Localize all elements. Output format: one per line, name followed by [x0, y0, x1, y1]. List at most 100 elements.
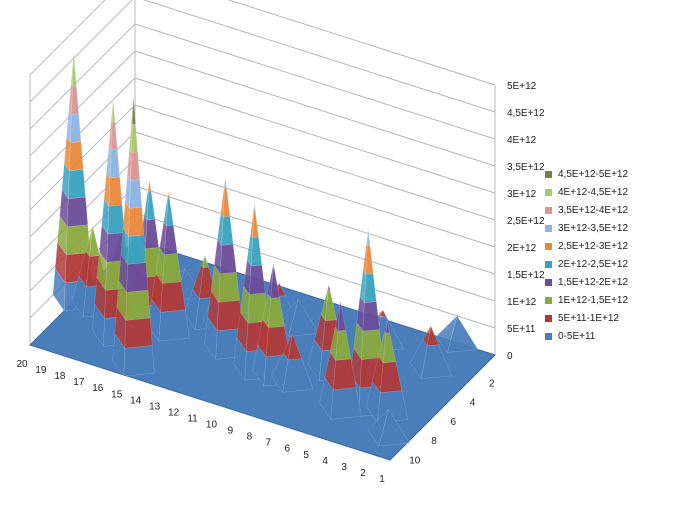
peak-band	[108, 205, 125, 234]
x-tick-label: 9	[228, 426, 234, 437]
legend-label: 4,5E+12-5E+12	[558, 169, 628, 180]
legend-label: 2,5E+12-3E+12	[558, 241, 628, 252]
legend-entry: 2E+12-2,5E+12	[545, 255, 685, 273]
peak-band	[251, 237, 262, 266]
peak-band	[273, 263, 274, 269]
legend-label: 0-5E+11	[558, 331, 595, 342]
legend-swatch	[545, 189, 552, 196]
x-tick-label: 8	[247, 432, 253, 443]
y-tick-label: 10	[409, 455, 421, 466]
peak-band	[159, 310, 189, 341]
peak-band	[132, 124, 138, 152]
z-tick-label: 5E+11	[507, 324, 536, 335]
legend-label: 2E+12-2,5E+12	[558, 259, 628, 270]
peak-band	[69, 142, 83, 171]
x-tick-label: 1	[379, 474, 385, 485]
z-axis-tick-labels: 05E+111E+121,5E+122E+122,5E+123E+123,5E+…	[507, 81, 545, 362]
x-tick-label: 3	[341, 462, 347, 473]
peak-band	[67, 197, 88, 227]
x-tick-label: 17	[73, 377, 85, 388]
legend-entry: 3,5E+12-4E+12	[545, 201, 685, 219]
peak-band	[328, 285, 330, 291]
y-tick-label: 2	[489, 378, 495, 389]
z-tick-label: 1,5E+12	[507, 270, 545, 281]
peak-band	[219, 272, 240, 302]
peak-band	[164, 225, 177, 255]
legend-label: 3,5E+12-4E+12	[558, 205, 628, 216]
peak-band	[70, 114, 81, 143]
legend-entry: 4E+12-4,5E+12	[545, 183, 685, 201]
peak-band	[74, 53, 75, 59]
y-tick-label: 6	[450, 417, 456, 428]
gridline	[30, 105, 495, 220]
x-tick-label: 14	[130, 395, 142, 406]
gridline	[30, 78, 495, 193]
z-tick-label: 2E+12	[507, 243, 537, 254]
peak-band	[128, 235, 146, 264]
peak-band	[145, 219, 159, 249]
peak-band	[130, 180, 142, 209]
x-tick-label: 7	[266, 438, 272, 449]
legend-entry: 3E+12-3,5E+12	[545, 219, 685, 237]
legend-entry: 1,5E+12-2E+12	[545, 273, 685, 291]
legend-label: 1E+12-1,5E+12	[558, 295, 628, 306]
peak-band	[363, 301, 380, 331]
gridline	[30, 132, 495, 247]
peak-band	[168, 191, 169, 197]
chart-legend: 4,5E+12-5E+12 4E+12-4,5E+12 3,5E+12-4E+12 3…	[545, 165, 685, 345]
x-tick-label: 12	[168, 407, 180, 418]
peak-band	[366, 245, 373, 274]
x-tick-label: 18	[54, 371, 66, 382]
x-tick-label: 5	[303, 450, 309, 461]
peak-band	[161, 282, 186, 313]
peak-band	[131, 152, 140, 181]
x-tick-label: 4	[322, 456, 328, 467]
z-tick-label: 4E+12	[507, 135, 537, 146]
gridline	[30, 24, 495, 139]
z-tick-label: 5E+12	[507, 81, 537, 92]
z-tick-label: 0	[507, 351, 513, 362]
x-tick-label: 19	[35, 365, 47, 376]
peak-band	[111, 122, 117, 150]
legend-swatch	[545, 261, 552, 268]
y-tick-label: 8	[431, 436, 437, 447]
peak-band	[225, 177, 227, 188]
legend-label: 5E+11-1E+12	[558, 313, 619, 324]
peak-band	[127, 263, 148, 293]
legend-entry: 4,5E+12-5E+12	[545, 165, 685, 183]
legend-swatch	[545, 297, 552, 304]
peak-band	[250, 265, 266, 295]
z-tick-label: 3E+12	[507, 189, 537, 200]
peak-band	[71, 86, 78, 114]
peak-band	[126, 290, 150, 320]
peak-band	[331, 388, 361, 420]
x-tick-label: 15	[111, 389, 123, 400]
legend-swatch	[545, 171, 552, 178]
legend-entry: 2,5E+12-3E+12	[545, 237, 685, 255]
legend-label: 3E+12-3,5E+12	[558, 223, 628, 234]
x-tick-label: 11	[187, 413, 198, 424]
legend-swatch	[545, 207, 552, 214]
peak-band	[125, 318, 152, 348]
legend-swatch	[545, 279, 552, 286]
x-tick-label: 20	[16, 359, 28, 370]
legend-swatch	[545, 333, 552, 340]
x-tick-label: 13	[149, 401, 161, 412]
legend-label: 4E+12-4,5E+12	[558, 187, 628, 198]
gridline	[30, 0, 495, 112]
legend-entry: 5E+11-1E+12	[545, 309, 685, 327]
peak-band	[110, 149, 120, 178]
legend-swatch	[545, 243, 552, 250]
y-tick-label: 4	[470, 398, 476, 409]
peak-band	[129, 207, 144, 236]
z-tick-label: 3,5E+12	[507, 162, 545, 173]
peak-band	[222, 216, 233, 245]
gridline	[30, 0, 495, 85]
peak-band	[254, 203, 255, 209]
gridline	[30, 51, 495, 166]
peak-band	[68, 169, 85, 198]
peak-band	[109, 177, 122, 206]
peak-band	[220, 244, 236, 274]
legend-label: 1,5E+12-2E+12	[558, 277, 628, 288]
